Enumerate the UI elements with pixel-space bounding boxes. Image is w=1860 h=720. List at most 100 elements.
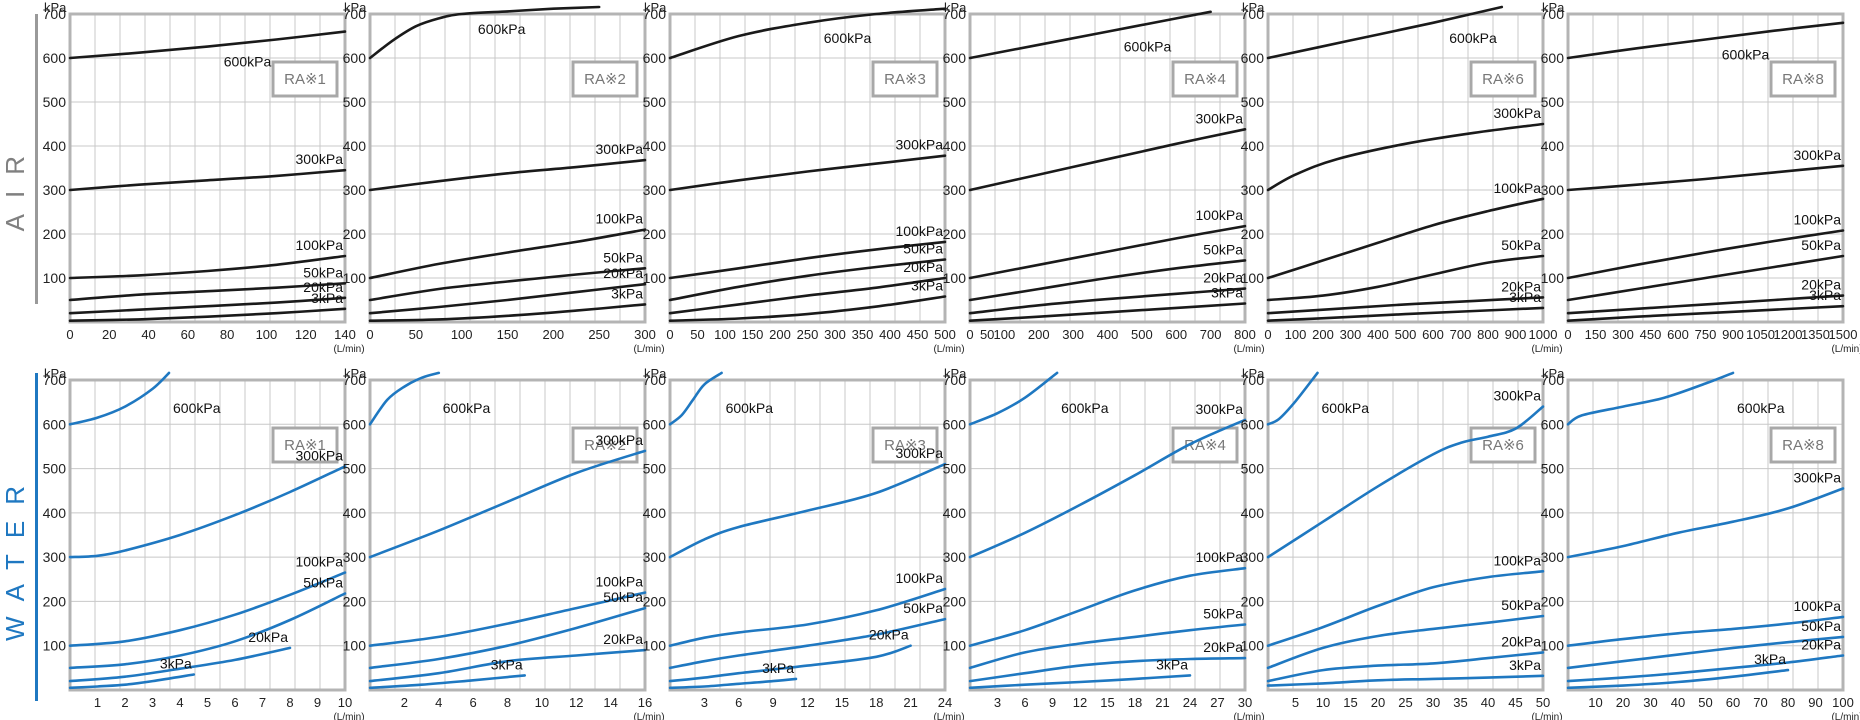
y-axis-label: kPa [44, 366, 67, 381]
series-line-3kPa [1266, 306, 1545, 322]
series-line-3kPa [1266, 674, 1545, 687]
x-tick-label: 45 [1508, 695, 1522, 710]
x-axis-label: (L/min) [933, 344, 964, 355]
y-tick-label: 700 [1241, 6, 1265, 22]
series-label: 20kPa [1801, 636, 1841, 652]
model-label: RA※4 [1184, 71, 1226, 88]
x-axis-label: (L/min) [333, 344, 364, 355]
y-tick-label: 600 [943, 50, 967, 66]
series-line-100kPa [668, 240, 947, 280]
series-line-50kPa [968, 623, 1247, 670]
series-label: 50kPa [603, 589, 643, 605]
series-line-50kPa [368, 606, 647, 670]
y-axis-label: kPa [344, 0, 367, 15]
x-tick-label: 30 [1643, 695, 1657, 710]
y-tick-label: 200 [1541, 593, 1565, 609]
x-tick-label: 4 [435, 695, 442, 710]
series-line-100kPa [368, 591, 647, 647]
x-tick-label: 12 [569, 695, 583, 710]
y-tick-label: 100 [1241, 638, 1265, 654]
x-tick-label: 400 [1097, 327, 1119, 342]
y-tick-label: 600 [1241, 416, 1265, 432]
y-tick-label: 400 [1541, 505, 1565, 521]
series-label: 300kPa [1494, 388, 1542, 404]
series-line-20kPa [968, 287, 1247, 315]
y-tick-label: 200 [943, 226, 967, 242]
series-line-20kPa [1566, 294, 1845, 315]
series-line-300kPa [668, 154, 947, 192]
series-line-300kPa [1266, 405, 1545, 559]
x-tick-label: 50 [409, 327, 423, 342]
plot-frame [68, 12, 347, 324]
series-label: 50kPa [1203, 241, 1243, 257]
x-tick-label: 10 [1316, 695, 1330, 710]
x-tick-label: 9 [1049, 695, 1056, 710]
y-tick-label: 700 [943, 372, 967, 388]
y-tick-label: 600 [343, 50, 367, 66]
x-tick-label: 7 [259, 695, 266, 710]
plot-frame [968, 378, 1247, 692]
x-axis-label: (L/min) [633, 344, 664, 355]
series-label: 50kPa [903, 600, 943, 616]
x-tick-label: 0 [66, 327, 73, 342]
x-tick-label: 140 [334, 327, 356, 342]
series-line-300kPa [368, 449, 647, 559]
y-axis-label: kPa [1242, 366, 1265, 381]
series-label: 20kPa [1801, 277, 1841, 293]
series-line-3kPa [668, 295, 947, 322]
x-tick-label: 300 [1340, 327, 1362, 342]
series-label: 3kPa [911, 277, 943, 293]
x-tick-label: 0 [1564, 327, 1571, 342]
plot-frame [368, 12, 647, 324]
y-tick-label: 600 [1541, 50, 1565, 66]
y-tick-label: 100 [1541, 270, 1565, 286]
x-tick-label: 30 [1426, 695, 1440, 710]
plot-frame [368, 378, 647, 692]
x-tick-label: 15 [1343, 695, 1357, 710]
y-tick-label: 400 [643, 505, 667, 521]
x-tick-label: 80 [1781, 695, 1795, 710]
x-tick-label: 21 [1155, 695, 1169, 710]
x-tick-label: 1200 [1774, 327, 1803, 342]
x-tick-label: 400 [1367, 327, 1389, 342]
plot-frame [1266, 12, 1545, 324]
model-label-box [1469, 426, 1537, 464]
series-label: 600kPa [1061, 400, 1109, 416]
series-line-3kPa [968, 302, 1247, 322]
y-tick-label: 700 [1541, 372, 1565, 388]
series-label: 300kPa [596, 141, 644, 157]
series-line-600kPa [968, 371, 1059, 426]
series-line-20kPa [68, 646, 292, 683]
x-tick-label: 6 [470, 695, 477, 710]
y-tick-label: 700 [1241, 372, 1265, 388]
series-label: 20kPa [603, 631, 643, 647]
model-label: RA※8 [1782, 437, 1824, 454]
x-tick-label: 60 [1726, 695, 1740, 710]
series-label: 100kPa [296, 554, 344, 570]
series-label: 100kPa [896, 570, 944, 586]
y-tick-label: 300 [43, 549, 67, 565]
series-line-100kPa [1566, 615, 1845, 647]
x-tick-label: 300 [824, 327, 846, 342]
model-label-box [271, 60, 339, 98]
x-tick-label: 50 [1536, 695, 1550, 710]
series-line-20kPa [368, 282, 647, 315]
series-label: 600kPa [224, 54, 272, 70]
series-line-50kPa [968, 259, 1247, 302]
plot-frame [1266, 378, 1545, 692]
series-label: 100kPa [596, 574, 644, 590]
x-tick-label: 70 [1753, 695, 1767, 710]
series-line-100kPa [68, 254, 347, 280]
x-tick-label: 5 [1292, 695, 1299, 710]
series-label: 300kPa [1794, 147, 1842, 163]
y-axis-label: kPa [944, 0, 967, 15]
x-tick-label: 800 [1234, 327, 1256, 342]
x-tick-label: 150 [497, 327, 519, 342]
series-line-3kPa [668, 677, 798, 690]
plot-frame [968, 12, 1247, 324]
y-tick-label: 700 [643, 6, 667, 22]
